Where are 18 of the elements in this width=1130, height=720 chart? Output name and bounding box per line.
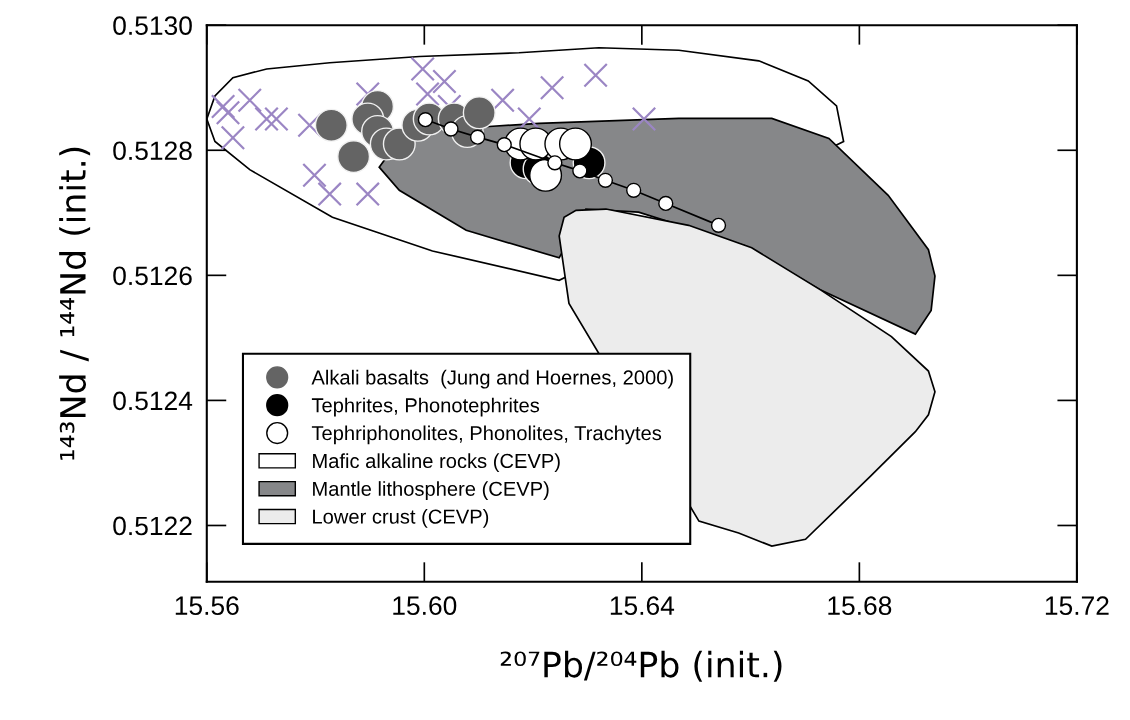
- legend-label: Mantle lithosphere (CEVP): [313, 481, 549, 500]
- y-tick-label: 0.5122: [113, 516, 192, 536]
- y-tick-label: 0.5126: [113, 266, 192, 286]
- y-axis-title: ¹⁴³Nd / ¹⁴⁴Nd (init.): [59, 147, 91, 460]
- x-tick-label: 15.60: [393, 596, 457, 616]
- x-tick-label: 15.64: [610, 596, 675, 616]
- y-tick-label: 0.5124: [113, 391, 193, 411]
- y-tick-label: 0.5128: [113, 141, 192, 161]
- legend-label: Alkali basalts (Jung and Hoernes, 2000): [311, 369, 673, 389]
- x-tick-label: 15.72: [1045, 596, 1109, 616]
- x-tick-label: 15.56: [175, 596, 239, 616]
- y-tick-label: 0.5130: [113, 16, 192, 36]
- x-tick-label: 15.68: [828, 596, 892, 616]
- legend-label: Mafic alkaline rocks (CEVP): [313, 453, 560, 473]
- legend-label: Tephrites, Phonotephrites: [311, 397, 540, 417]
- x-axis-title: ²⁰⁷Pb/²⁰⁴Pb (init.): [500, 650, 782, 682]
- legend-label: Tephriphonolites, Phonolites, Trachytes: [311, 425, 662, 445]
- legend-label: Lower crust (CEVP): [313, 508, 489, 528]
